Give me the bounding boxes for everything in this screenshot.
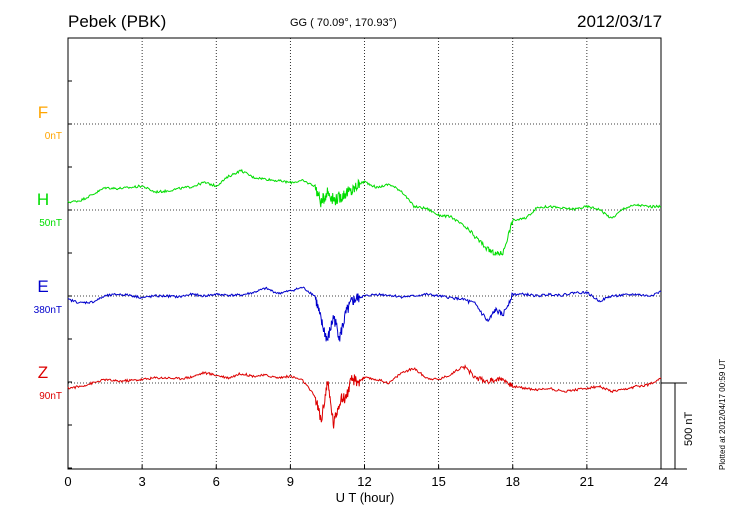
series-label-f: F bbox=[38, 103, 48, 122]
series-offset-h: 50nT bbox=[39, 218, 62, 229]
series-label-z: Z bbox=[38, 363, 48, 382]
x-tick-label: 6 bbox=[213, 474, 220, 489]
scale-bar-label: 500 nT bbox=[683, 411, 695, 446]
x-axis-ticks: 0 3 6 9 12 15 18 21 24 bbox=[64, 80, 668, 489]
x-axis-label: U T (hour) bbox=[336, 490, 395, 505]
date-label: 2012/03/17 bbox=[577, 12, 663, 31]
x-tick-label: 21 bbox=[580, 474, 594, 489]
series-labels: F 0nT H 50nT E 380nT Z 90nT bbox=[34, 103, 62, 402]
x-tick-label: 24 bbox=[654, 474, 668, 489]
series-offset-e: 380nT bbox=[34, 305, 62, 316]
series-line-z bbox=[67, 364, 662, 429]
x-tick-label: 3 bbox=[139, 474, 146, 489]
series-offset-z: 90nT bbox=[39, 391, 62, 402]
x-tick-label: 0 bbox=[64, 474, 71, 489]
series-offset-f: 0nT bbox=[45, 131, 62, 142]
scale-bar: 500 nT bbox=[661, 382, 695, 470]
series-label-e: E bbox=[37, 277, 48, 296]
series-label-h: H bbox=[37, 190, 49, 209]
x-tick-label: 9 bbox=[287, 474, 294, 489]
x-tick-label: 18 bbox=[506, 474, 520, 489]
x-tick-label: 12 bbox=[357, 474, 371, 489]
series-line-e bbox=[67, 286, 662, 342]
coordinates-label: GG ( 70.09°, 170.93°) bbox=[290, 17, 397, 29]
plotted-timestamp: Plotted at 2012/04/17 00:59 UT bbox=[718, 358, 727, 470]
station-title: Pebek (PBK) bbox=[68, 12, 167, 31]
grid bbox=[68, 38, 661, 469]
series-line-h bbox=[67, 168, 662, 257]
series-group bbox=[67, 168, 662, 429]
x-tick-label: 15 bbox=[431, 474, 445, 489]
